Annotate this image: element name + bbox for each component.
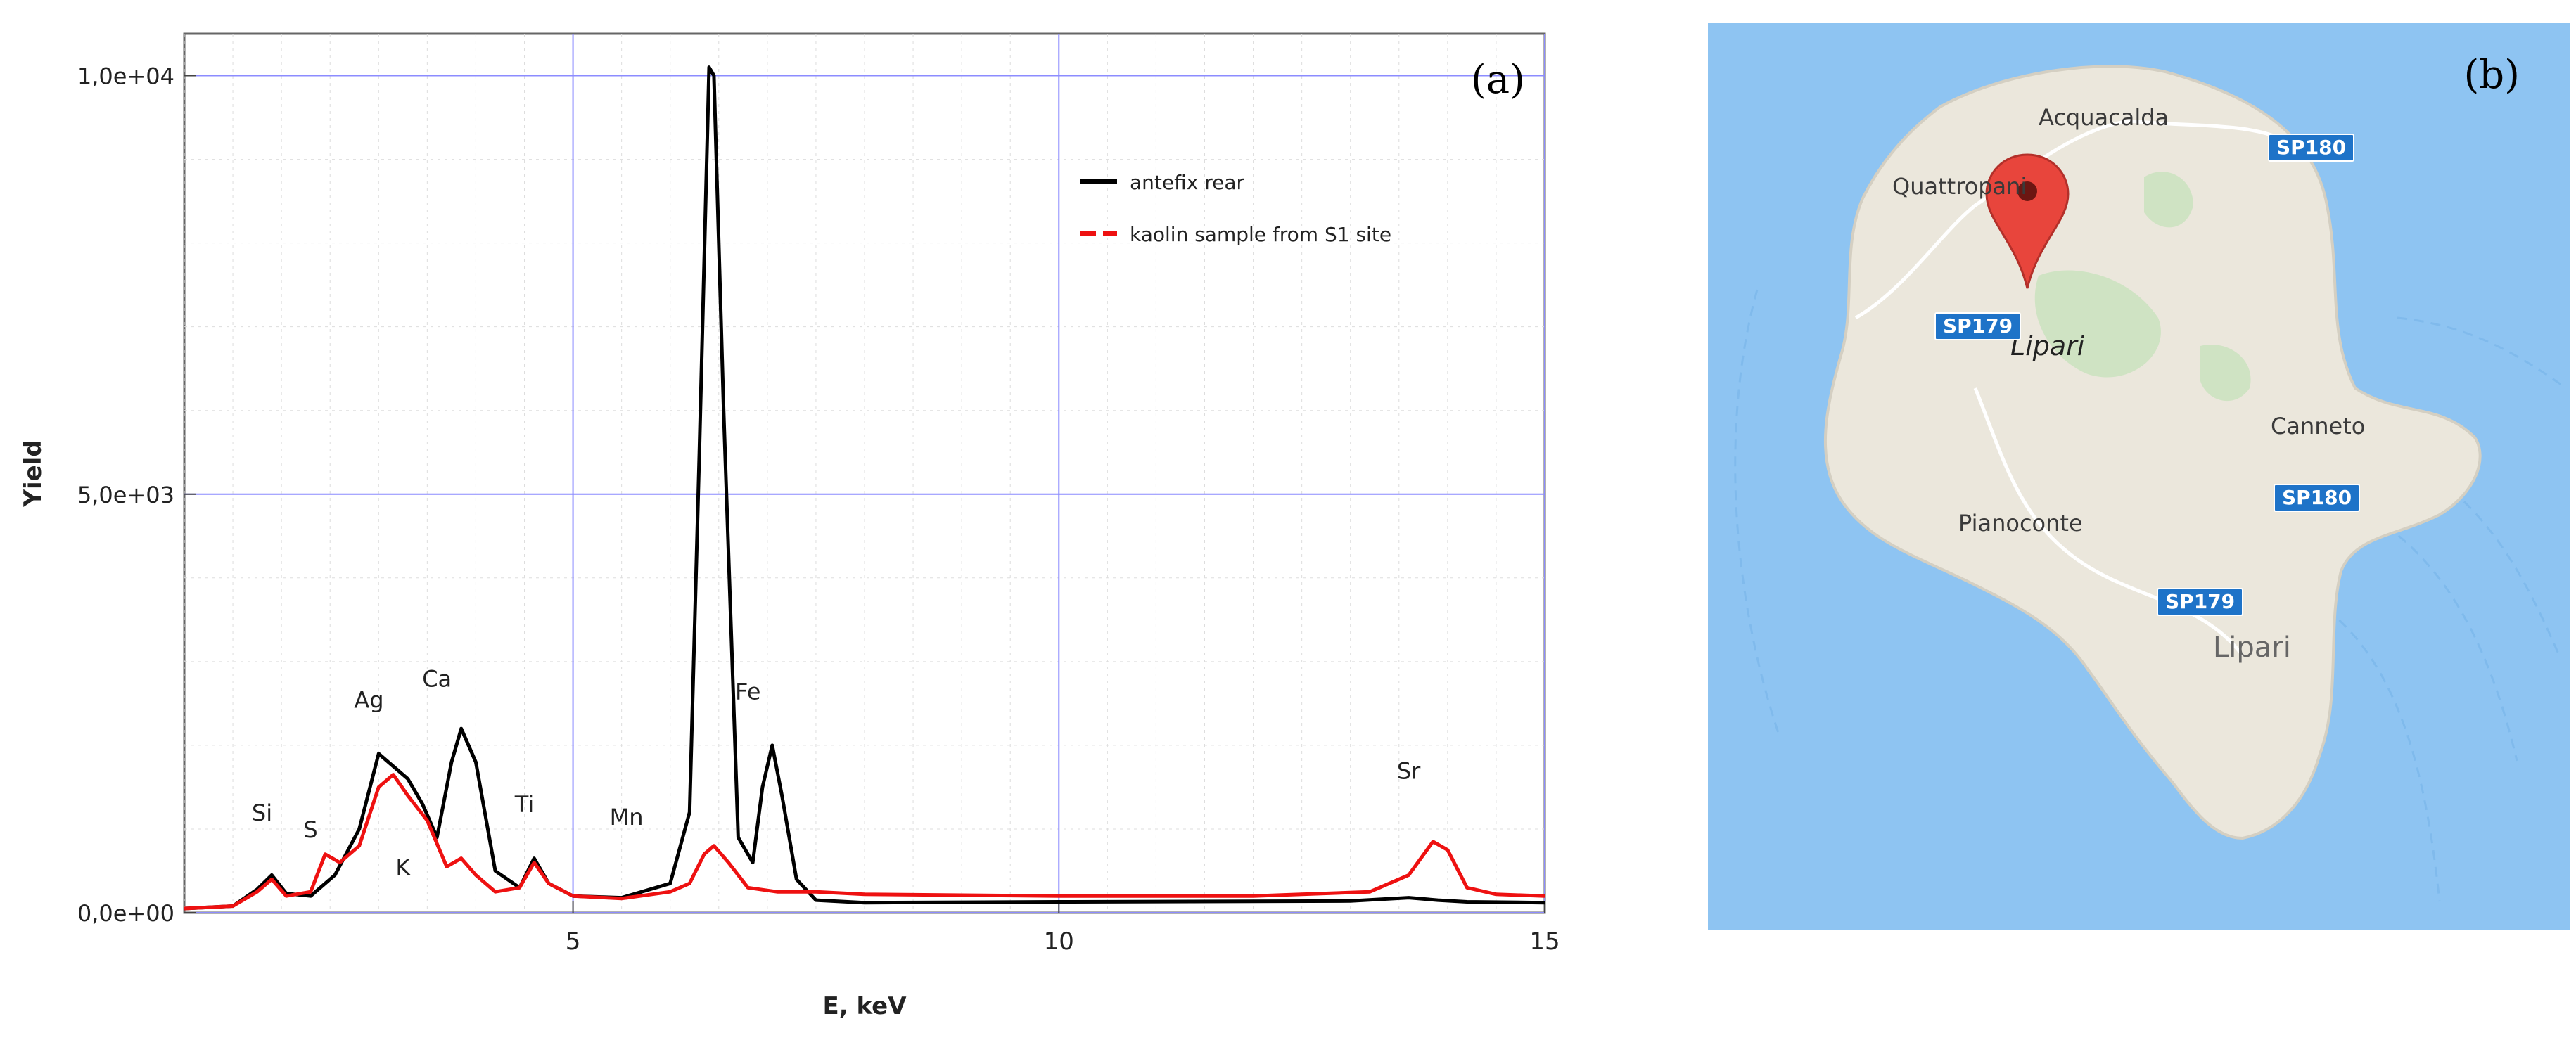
element-label: Ag bbox=[354, 686, 383, 713]
element-label: Ti bbox=[514, 791, 534, 818]
panel-a-tag: (a) bbox=[1471, 57, 1525, 103]
y-tick-label: 1,0e+04 bbox=[77, 63, 174, 90]
route-badge-sp180-east: SP180 bbox=[2274, 484, 2361, 512]
tick-layer: 5 10 15 0,0e+00 5,0e+03 1,0e+04 bbox=[77, 63, 1560, 956]
route-badge-sp179-west: SP179 bbox=[1934, 312, 2022, 340]
annotation-layer: Si S Ag Ca K Ti Mn Fe Sr bbox=[252, 666, 1421, 881]
place-label-canneto: Canneto bbox=[2271, 413, 2366, 439]
element-label: Mn bbox=[610, 804, 644, 830]
legend: antefix rear kaolin sample from S1 site bbox=[1080, 171, 1391, 246]
element-label: Sr bbox=[1397, 758, 1421, 785]
y-tick-label: 0,0e+00 bbox=[77, 900, 174, 927]
place-label-quattropani: Quattropani bbox=[1892, 173, 2027, 200]
x-tick-label: 10 bbox=[1044, 928, 1074, 956]
route-badge-sp180-north: SP180 bbox=[2268, 134, 2355, 162]
island-land bbox=[1823, 65, 2482, 840]
y-axis-label: Yield bbox=[19, 439, 47, 507]
element-label: Ca bbox=[422, 666, 452, 693]
location-pin-icon[interactable] bbox=[1985, 153, 2070, 289]
place-label-lipari-town: Lipari bbox=[2213, 631, 2291, 664]
vegetation-patches bbox=[2034, 172, 2251, 402]
spectrum-chart: 5 10 15 0,0e+00 5,0e+03 1,0e+04 Si S Ag Ca K Ti Mn F… bbox=[19, 32, 1560, 1020]
x-tick-label: 15 bbox=[1529, 928, 1560, 956]
lipari-map-panel: Acquacalda Quattropani Lipari Canneto Pi… bbox=[1708, 23, 2570, 930]
element-label: Si bbox=[252, 800, 272, 826]
place-label-lipari-center: Lipari bbox=[2010, 330, 2085, 361]
legend-label-kaolin: kaolin sample from S1 site bbox=[1130, 223, 1391, 246]
element-label: K bbox=[395, 854, 411, 880]
element-label: Fe bbox=[735, 678, 760, 705]
legend-label-antefix: antefix rear bbox=[1130, 171, 1244, 194]
spectrum-chart-panel: 5 10 15 0,0e+00 5,0e+03 1,0e+04 Si S Ag Ca K Ti Mn F… bbox=[19, 32, 1560, 1020]
element-label: S bbox=[303, 816, 317, 843]
series-layer bbox=[184, 65, 1545, 911]
route-badge-sp179-south: SP179 bbox=[2157, 588, 2244, 616]
lipari-map bbox=[1708, 23, 2570, 930]
place-label-acquacalda: Acquacalda bbox=[2039, 104, 2169, 131]
grid-layer bbox=[184, 34, 1545, 913]
series-line-kaolin-sample bbox=[184, 773, 1545, 911]
y-tick-label: 5,0e+03 bbox=[77, 482, 174, 508]
x-axis-label: E, keV bbox=[822, 992, 907, 1020]
place-label-pianoconte: Pianoconte bbox=[1958, 510, 2083, 537]
x-tick-label: 5 bbox=[566, 928, 581, 956]
panel-b-tag: (b) bbox=[2463, 52, 2520, 98]
